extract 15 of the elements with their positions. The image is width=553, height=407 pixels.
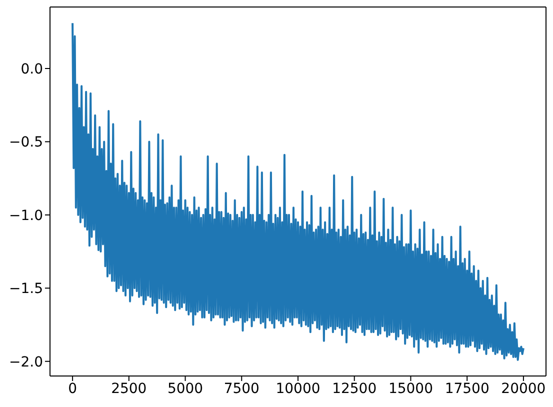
y-tick-label: −2.0 [9,354,43,370]
line-series [72,22,524,361]
y-tick-label: −1.5 [9,281,43,298]
x-tick-label: 15000 [388,380,433,397]
x-tick-label: 0 [68,380,78,397]
x-tick-label: 17500 [444,380,490,397]
y-tick-label: −0.5 [9,134,43,151]
x-tick-label: 5000 [167,380,204,397]
x-tick-label: 20000 [501,380,546,397]
x-tick-label: 12500 [332,380,377,397]
x-tick-label: 10000 [276,380,320,397]
x-tick-label: 2500 [111,380,147,397]
x-tick-label: 7500 [224,380,260,397]
y-tick-label: 0.0 [20,61,43,78]
y-tick-label: −1.0 [9,208,43,224]
